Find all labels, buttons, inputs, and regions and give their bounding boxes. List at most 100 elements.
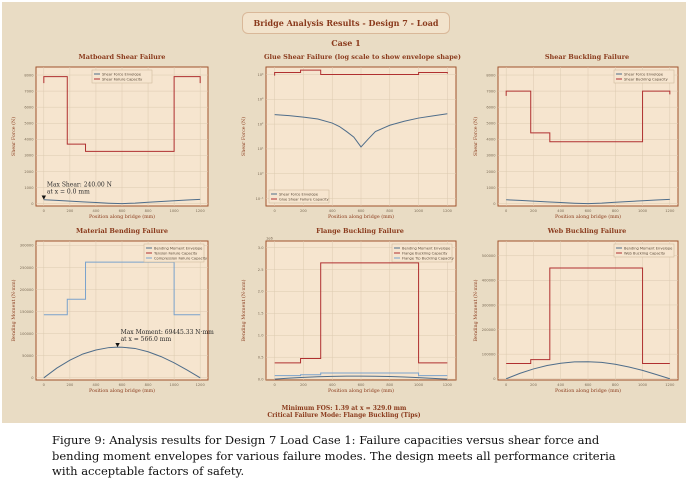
y-tick-label: 8000 [24,73,34,77]
y-tick-label: 1.0 [258,334,264,338]
y-tick-label: 7000 [486,89,496,93]
x-tick-label: 400 [557,209,565,213]
y-tick-label: 4000 [24,138,34,142]
x-tick-label: 400 [93,209,101,213]
x-tick-label: 800 [145,209,153,213]
y-tick-label: 2.5 [258,268,264,272]
legend-box [143,243,205,263]
y-tick-label: 5000 [24,122,34,126]
figure-canvas: Bridge Analysis Results - Design 7 - Loa… [2,2,686,423]
y-axis-label: Shear Force (N) [472,117,479,156]
y-tick-label: 6000 [24,105,34,109]
y-tick-label: 2000 [486,170,496,174]
y-tick-label: 3.0 [258,246,264,250]
x-tick-label: 1200 [665,209,675,213]
y-tick-label: 6000 [486,105,496,109]
x-tick-label: 0 [505,209,508,213]
y-axis-label: Shear Force (N) [240,117,247,156]
y-tick-label: 1000 [24,186,34,190]
series-line-2 [43,261,201,316]
x-tick-label: 200 [530,209,538,213]
x-tick-label: 1200 [196,209,206,213]
y-tick-label: 0.5 [258,355,264,359]
y-tick-label: 0 [493,377,496,381]
x-tick-label: 800 [386,209,394,213]
x-axis-label: Position along bridge (mm) [89,213,155,220]
legend-label: Shear Force Envelope [102,72,142,76]
y-tick-label: 300000 [482,303,496,307]
series-line-1 [274,69,448,76]
x-tick-label: 1000 [414,209,424,213]
y-tick-label: 0 [31,202,34,206]
x-tick-label: 600 [358,209,366,213]
chart-material-bending: 0 200 400 600 800 1000 1200 0 50000 100000 150000 2… [10,240,214,394]
series-line-0 [506,198,670,205]
main-title: Bridge Analysis Results - Design 7 - Loa… [242,12,450,48]
x-tick-label: 800 [612,209,620,213]
y-tick-label: 100000 [20,332,34,336]
y-tick-label: 2.0 [258,290,264,294]
y-tick-label: 0.0 [258,377,264,381]
x-tick-label: 0 [43,383,46,387]
legend-label: Shear Force Envelope [624,72,664,76]
legend-box [613,243,675,258]
series-line-0 [43,198,201,205]
legend-label: Bending Moment Envelope [624,246,673,250]
annotation-arrow [41,195,47,200]
y-tick-label: 10¹ [257,147,264,151]
panel-title-matboard-shear: Matboard Shear Failure [78,53,166,61]
annotation-arrow [115,342,120,348]
y-tick-label: 100000 [482,352,496,356]
x-tick-label: 800 [612,383,620,387]
figure-caption: Figure 9: Analysis results for Design 7 … [52,433,616,478]
x-tick-label: 1000 [170,209,180,213]
legend-label: Shear Failure Capacity [102,77,143,81]
legend-label: Flange Buckling Capacity [402,251,448,255]
x-tick-label: 600 [358,383,366,387]
panel-title-shear-buckling: Shear Buckling Failure [544,53,630,61]
y-tick-label: 10⁴ [257,73,264,77]
y-tick-label: 1000 [486,186,496,190]
x-tick-label: 600 [585,209,593,213]
x-tick-label: 1000 [170,383,180,387]
y-axis-multiplier: 1e6 [266,237,273,241]
y-tick-label: 300000 [20,244,34,248]
y-axis-label: Bending Moment (N·mm) [240,279,247,341]
y-tick-label: 1.5 [258,312,264,316]
series-line-1 [274,262,448,364]
y-tick-label: 4000 [486,138,496,142]
x-axis-label: Position along bridge (mm) [328,387,394,394]
x-axis-label: Position along bridge (mm) [89,387,155,394]
legend-box [91,69,153,84]
series-line-2 [274,372,448,377]
legend-box [268,189,330,204]
x-tick-label: 400 [329,383,337,387]
y-axis-label: Bending Moment (N·mm) [10,279,17,341]
y-tick-label: 10⁻¹ [256,197,264,201]
y-tick-label: 250000 [20,266,34,270]
chart-flange-buckling: 0 200 400 600 800 1000 1200 0.0 0.5 1.0 1.5 2.0 2.5 3… [240,237,457,394]
chart-shear-buckling: 0 200 400 600 800 1000 1200 0 1000 2000 3000 4000 50… [472,66,679,220]
y-tick-label: 3000 [24,154,34,158]
x-tick-label: 0 [43,209,46,213]
legend-label: Shear Buckling Capacity [624,77,669,81]
x-tick-label: 1200 [443,209,453,213]
x-tick-label: 400 [329,209,337,213]
x-tick-label: 0 [273,209,276,213]
x-tick-label: 400 [557,383,565,387]
legend-label: Glue Shear Failure Capacity [279,197,330,201]
y-tick-label: 3000 [486,154,496,158]
chart-matboard-shear: 0 200 400 600 800 1000 1200 0 1000 2000 3000 4000 50… [10,66,209,220]
x-tick-label: 0 [505,383,508,387]
x-tick-label: 600 [119,383,127,387]
legend-label: Tension Failure Capacity [153,251,198,255]
x-axis-label: Position along bridge (mm) [328,213,394,220]
legend-box [613,69,675,84]
y-axis-label: Bending Moment (N·mm) [472,279,479,341]
legend-label: Compression Failure Capacity [154,256,208,260]
y-tick-label: 150000 [20,310,34,314]
y-tick-label: 50000 [22,354,34,358]
chart-glue-shear: 0 200 400 600 800 1000 1200 10⁻¹ 10⁰ 10¹ 10² 10³ 10⁴… [240,66,457,220]
annotation-subtext: at x = 0.0 mm [47,189,90,196]
x-tick-label: 400 [93,383,101,387]
